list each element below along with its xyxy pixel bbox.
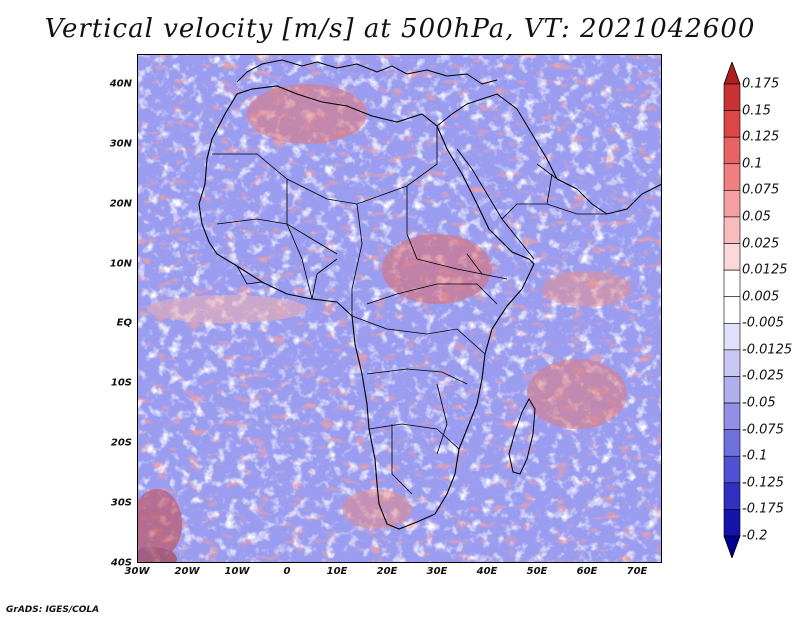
lon-tick-label: 0 [283, 566, 291, 577]
colorbar-tick-label: 0.15 [742, 103, 771, 119]
lon-tick-label: 10E [326, 566, 348, 577]
red-sea-coast [456, 148, 535, 260]
lat-tick-label: 40N [109, 78, 132, 90]
colorbar-segment [723, 455, 741, 484]
colorbar-segment [723, 83, 741, 111]
lon-tick-label: 10W [224, 566, 250, 577]
ascent-patches [137, 84, 632, 563]
africa-coastline [198, 85, 535, 530]
lat-tick-label: 10S [110, 377, 132, 389]
map-plot-area [137, 54, 662, 563]
colorbar-segment [723, 216, 741, 244]
chart-title: Vertical velocity [m/s] at 500hPa, VT: 2… [44, 14, 756, 44]
colorbar-tick-label: 0.05 [742, 209, 771, 225]
colorbar-tick-label: 0.075 [742, 182, 780, 198]
colorbar-segment [723, 136, 741, 165]
colorbar-segment [723, 110, 741, 138]
colorbar-segment [723, 163, 741, 191]
colorbar-segment [723, 322, 741, 351]
lon-tick-label: 30E [426, 566, 448, 577]
colorbar-segment [723, 429, 741, 457]
colorbar-tick-label: 0.005 [742, 289, 780, 305]
lon-tick-label: 40E [476, 566, 498, 577]
colorbar-tick-label: 0.125 [742, 129, 780, 145]
lon-tick-label: 60E [576, 566, 598, 577]
colorbar-tick-label: -0.0125 [742, 342, 793, 358]
colorbar-tick-label: -0.175 [742, 501, 784, 517]
colorbar-tick-label: -0.2 [742, 528, 768, 544]
colorbar [723, 62, 741, 558]
map-canvas [137, 54, 662, 563]
lat-tick-label: 30N [109, 138, 132, 150]
grads-credit: GrADS: IGES/COLA [6, 605, 100, 615]
colorbar-segment [723, 509, 741, 537]
lat-tick-label: 40S [110, 557, 132, 569]
lon-tick-label: 20E [376, 566, 398, 577]
lat-tick-label: 20N [109, 198, 132, 210]
arabia-borders [501, 163, 607, 220]
colorbar-min-arrow [723, 535, 741, 558]
lon-tick-label: 50E [526, 566, 548, 577]
madagascar-coastline [508, 397, 536, 475]
lon-tick-label: 30W [124, 566, 150, 577]
colorbar-tick-label: -0.125 [742, 475, 784, 491]
colorbar-tick-label: 0.025 [742, 236, 780, 252]
colorbar-max-arrow [723, 62, 741, 85]
colorbar-tick-label: 0.175 [742, 76, 780, 92]
colorbar-segment [723, 402, 741, 430]
colorbar-tick-label: -0.075 [742, 422, 784, 438]
lat-tick-label: EQ [116, 317, 132, 329]
colorbar-segment [723, 482, 741, 510]
colorbar-segment [723, 296, 741, 324]
country-borders [212, 126, 508, 495]
colorbar-segment [723, 349, 741, 377]
colorbar-tick-label: -0.025 [742, 368, 784, 384]
colorbar-tick-label: 0.0125 [742, 262, 788, 278]
colorbar-segment [723, 376, 741, 404]
colorbar-tick-label: -0.005 [742, 315, 784, 331]
lon-tick-label: 70E [626, 566, 648, 577]
europe-coastline [236, 59, 498, 85]
lat-tick-label: 30S [110, 497, 132, 509]
colorbar-segment [723, 190, 741, 218]
colorbar-tick-label: -0.05 [742, 395, 776, 411]
lat-tick-label: 20S [110, 437, 132, 449]
colorbar-tick-label: 0.1 [742, 156, 763, 172]
colorbar-segment [723, 243, 741, 271]
middle-east-coastline [436, 93, 662, 215]
lat-tick-label: 10N [109, 258, 132, 270]
colorbar-segment [723, 269, 741, 298]
lon-tick-label: 20W [174, 566, 200, 577]
colorbar-tick-label: -0.1 [742, 448, 768, 464]
